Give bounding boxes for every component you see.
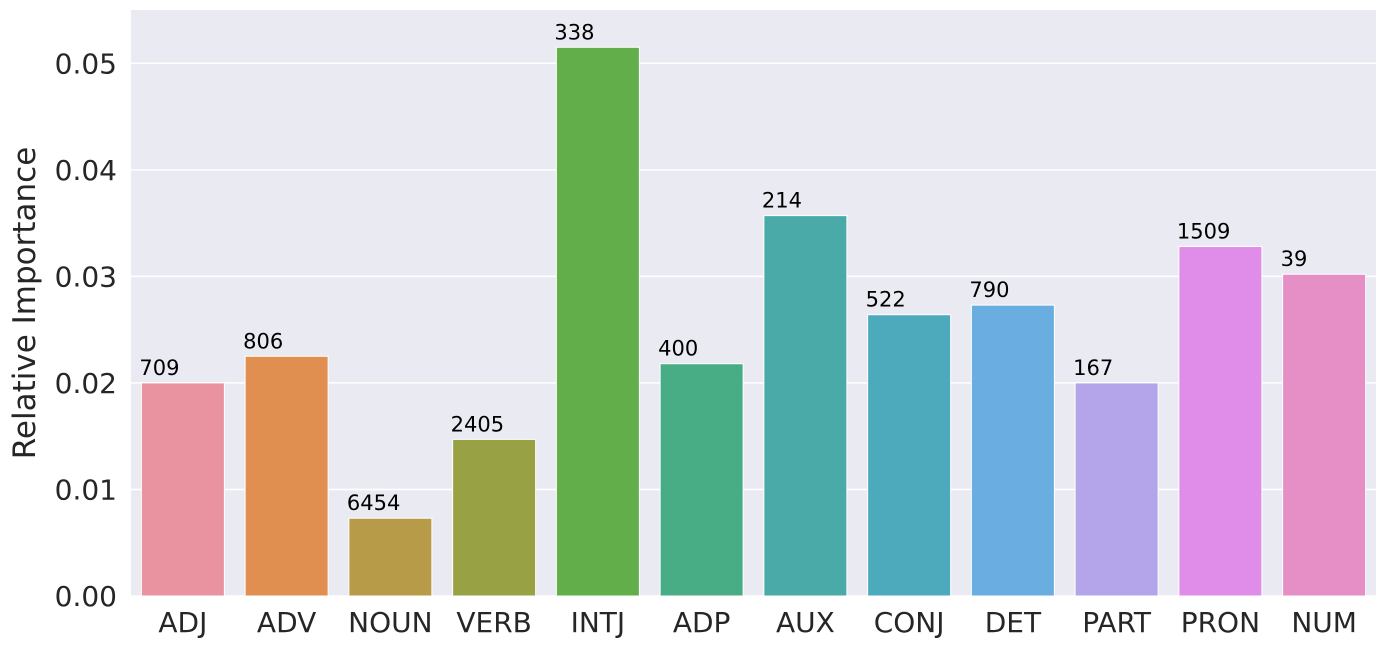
- bar-value-label: 2405: [451, 412, 504, 436]
- bar-value-label: 790: [969, 278, 1009, 302]
- x-tick-label: ADJ: [158, 606, 207, 639]
- y-tick-label: 0.00: [55, 580, 117, 613]
- x-tick-label: CONJ: [874, 606, 945, 639]
- bars: [140, 46, 1367, 597]
- x-tick-label: ADV: [257, 606, 316, 639]
- bar-value-label: 167: [1073, 356, 1113, 380]
- bar-num: [1282, 273, 1367, 597]
- y-tick-label: 0.01: [55, 473, 117, 506]
- y-tick-label: 0.05: [55, 47, 117, 80]
- bar-value-label: 806: [243, 329, 283, 353]
- bar-conj: [867, 314, 952, 597]
- bar-value-label: 709: [139, 356, 179, 380]
- bar-noun: [348, 517, 433, 597]
- x-tick-label: VERB: [456, 606, 532, 639]
- y-tick-label: 0.02: [55, 367, 117, 400]
- bar-value-label: 400: [658, 337, 698, 361]
- grid-lines: [131, 62, 1376, 597]
- bar-det: [970, 304, 1055, 597]
- x-tick-label: ADP: [673, 606, 731, 639]
- bar-adv: [244, 355, 329, 597]
- x-axis-ticks: ADJ ADV NOUN VERB INTJ ADP AUX CONJ DET PART PRON N…: [158, 606, 1357, 639]
- plot-background: [131, 10, 1376, 596]
- bar-value-label: 522: [866, 288, 906, 312]
- y-axis-label: Relative Importance: [7, 147, 43, 460]
- bar-adp: [659, 363, 744, 597]
- bar-intj: [555, 46, 640, 597]
- bar-verb: [452, 438, 537, 597]
- x-tick-label: NOUN: [348, 606, 432, 639]
- bar-part: [1074, 382, 1159, 597]
- x-tick-label: NUM: [1291, 606, 1357, 639]
- bar-value-label: 338: [554, 20, 594, 44]
- bar-labels: 709 806 6454 2405 338 400 214 522 790 167 1509 39: [139, 20, 1307, 515]
- bar-aux: [763, 215, 848, 597]
- y-axis-ticks: 0.00 0.01 0.02 0.03 0.04 0.05: [55, 47, 117, 613]
- bar-value-label: 6454: [347, 491, 400, 515]
- bar-value-label: 214: [762, 189, 802, 213]
- x-tick-label: INTJ: [571, 606, 626, 639]
- bar-value-label: 1509: [1177, 220, 1230, 244]
- x-tick-label: DET: [985, 606, 1042, 639]
- bar-pron: [1178, 246, 1263, 597]
- y-tick-label: 0.03: [55, 260, 117, 293]
- x-tick-label: AUX: [776, 606, 835, 639]
- bar-value-label: 39: [1281, 247, 1308, 271]
- x-tick-label: PART: [1082, 606, 1152, 639]
- x-tick-label: PRON: [1181, 606, 1260, 639]
- bar-adj: [140, 382, 225, 597]
- y-tick-label: 0.04: [55, 154, 117, 187]
